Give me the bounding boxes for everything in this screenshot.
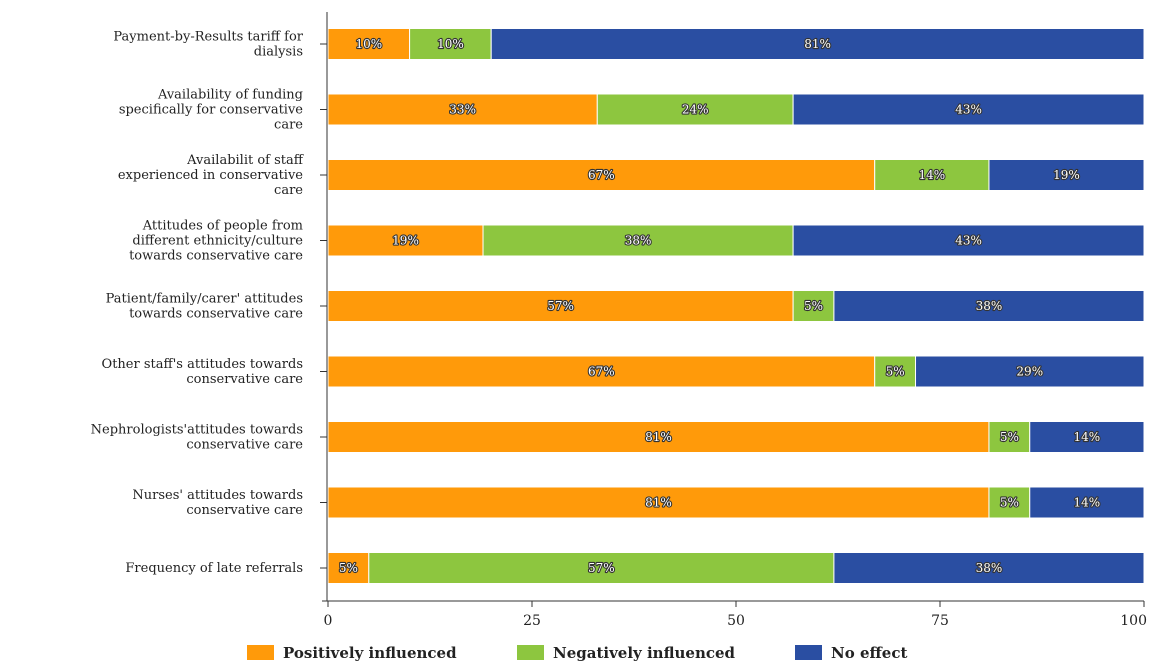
category-label-line: dialysis [254,45,303,60]
bar-segment [327,224,484,257]
category-label-line: care [274,118,303,133]
legend-label: No effect [831,644,907,662]
bar-area: 10% 10% 81% 33% 24% 43% 67% 14% 19% 19% 38% 43% 57% 5… [327,28,1145,584]
value-tick-label: 25 [523,613,541,629]
data-label: 10% [437,37,464,51]
legend-swatch [795,645,822,660]
bar-segment [833,552,1145,584]
bar-segment [792,224,1145,257]
bar-segment [792,290,835,322]
category-label-line: conservative care [186,438,303,453]
category-label-line: Availabilit of staff [186,153,305,168]
data-label: 57% [547,299,574,313]
category-label: Attitudes of people from different ethnic… [129,219,303,264]
value-tick-label: 50 [727,613,745,629]
legend-swatch [247,645,274,660]
data-label: 14% [1074,496,1101,510]
data-label: 38% [976,561,1003,575]
bar-segment [327,421,990,453]
bar-segment [988,421,1031,453]
category-label-line: Payment-by-Results tariff for [113,30,303,45]
category-label-line: Patient/family/carer' attitudes [106,292,303,307]
data-label: 5% [1000,430,1019,444]
bar-segment [327,552,370,584]
category-label: Nurses' attitudes towards conservative ca… [132,488,303,518]
legend[interactable]: Positively influenced Negatively influenc… [247,644,907,662]
bar-segment [833,290,1145,322]
data-label: 43% [955,103,982,117]
data-label: 33% [449,103,476,117]
legend-label: Negatively influenced [553,644,736,662]
data-label: 24% [682,103,709,117]
category-label-line: towards conservative care [129,307,303,322]
category-label-line: Frequency of late referrals [125,561,303,576]
value-tick-label: 100 [1120,613,1147,629]
legend-item[interactable]: No effect [795,644,907,662]
bar-segment [327,486,990,519]
category-label-line: Nephrologists'attitudes towards [91,423,303,438]
bar-segment [915,355,1145,388]
bar-segment [1029,421,1145,453]
category-label: Nephrologists'attitudes towards conservat… [91,423,304,453]
category-label-line: care [274,183,303,198]
category-label-line: Availability of funding [157,88,303,103]
data-label: 43% [955,234,982,248]
data-label: 29% [1016,365,1043,379]
bar-segment [988,159,1145,191]
legend-swatch [517,645,544,660]
category-label-line: conservative care [186,372,303,387]
data-label: 5% [339,561,358,575]
bar-segment [596,93,794,126]
data-label: 38% [976,299,1003,313]
bar-segment [792,93,1145,126]
bar-segment [327,159,876,191]
category-label: Patient/family/carer' attitudes towards c… [106,292,304,322]
bar-segment [874,159,990,191]
category-label-line: towards conservative care [129,249,303,264]
value-axis: 0 25 50 75 100 [322,600,1147,629]
value-tick-label: 0 [324,613,333,629]
bar-segment [327,355,876,388]
bar-segment [988,486,1031,519]
data-label: 5% [1000,496,1019,510]
category-label-line: different ethnicity/culture [132,234,303,249]
legend-item[interactable]: Positively influenced [247,644,457,662]
bar-segment [327,290,794,322]
data-label: 14% [1074,430,1101,444]
data-label: 19% [392,234,419,248]
category-label: Payment-by-Results tariff for dialysis [113,30,303,60]
category-axis: Payment-by-Results tariff for dialysis Ava… [91,12,328,601]
bar-segment [327,28,411,60]
data-label: 14% [919,168,946,182]
bar-segment [490,28,1145,60]
bar-segment [409,28,492,60]
data-label: 19% [1053,168,1080,182]
bar-segment [1029,486,1145,519]
category-label: Availability of funding specifically for … [119,88,303,133]
data-label: 10% [355,37,382,51]
category-label-line: conservative care [186,503,303,518]
category-label: Frequency of late referrals [125,561,303,576]
data-label: 67% [588,168,615,182]
data-label: 5% [886,365,905,379]
category-label-line: Other staff's attitudes towards [102,357,303,372]
category-label: Other staff's attitudes towards conservat… [102,357,304,387]
legend-item[interactable]: Negatively influenced [517,644,736,662]
category-label-line: Nurses' attitudes towards [132,488,303,503]
legend-label: Positively influenced [283,644,457,662]
category-label: Availabilit of staff experienced in conse… [118,153,305,198]
data-label: 81% [645,430,672,444]
category-label-line: specifically for conservative [119,103,303,118]
bar-segment [874,355,917,388]
data-label: 57% [588,561,615,575]
data-label: 38% [625,234,652,248]
category-label-line: experienced in conservative [118,168,303,183]
data-label: 81% [645,496,672,510]
value-tick-label: 75 [931,613,949,629]
data-label: 5% [804,299,823,313]
category-label-line: Attitudes of people from [142,219,303,234]
data-label: 81% [804,37,831,51]
data-label: 67% [588,365,615,379]
